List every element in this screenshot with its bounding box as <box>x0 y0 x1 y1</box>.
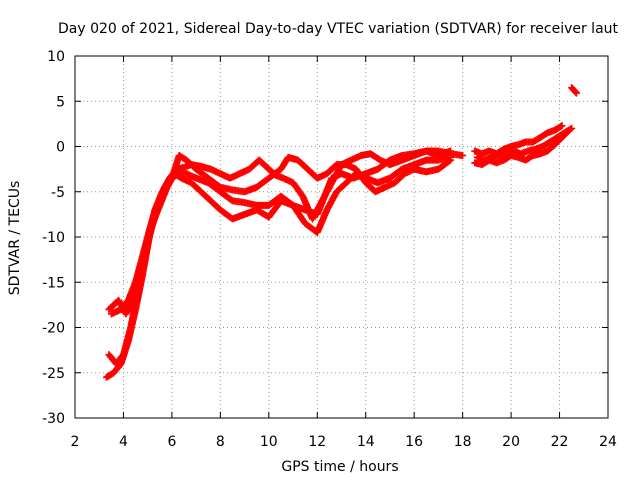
data-point <box>447 156 455 164</box>
grid-lines <box>75 56 608 418</box>
x-tick-label: 8 <box>216 434 225 450</box>
x-tick-label: 12 <box>308 434 326 450</box>
axis-ticks: 2 4 6 8 10 12 14 16 18 20 22 24-30-25-20-15-10-5051… <box>42 49 617 450</box>
x-tick-label: 18 <box>454 434 472 450</box>
x-tick-label: 2 <box>71 434 80 450</box>
y-tick-label: -25 <box>42 366 65 382</box>
y-tick-label: 5 <box>56 94 65 110</box>
data-point <box>459 152 467 160</box>
x-tick-label: 24 <box>599 434 617 450</box>
x-axis-label: GPS time / hours <box>281 459 398 475</box>
x-tick-label: 4 <box>119 434 128 450</box>
y-tick-label: -5 <box>51 185 65 201</box>
x-tick-label: 10 <box>260 434 278 450</box>
data-point <box>573 89 581 97</box>
y-tick-label: -15 <box>42 275 65 291</box>
data-point <box>445 157 453 165</box>
x-tick-label: 14 <box>357 434 375 450</box>
y-axis-label: SDTVAR / TECUs <box>7 181 23 296</box>
x-tick-label: 16 <box>405 434 423 450</box>
x-tick-label: 20 <box>502 434 520 450</box>
y-tick-label: -10 <box>42 230 65 246</box>
y-tick-label: 10 <box>47 49 65 65</box>
data-point <box>558 122 566 130</box>
y-tick-label: -30 <box>42 411 65 427</box>
data-points <box>102 84 581 381</box>
data-point <box>572 88 580 96</box>
chart-title: Day 020 of 2021, Sidereal Day-to-day VTE… <box>58 21 619 37</box>
y-tick-label: -20 <box>42 321 65 337</box>
data-point <box>568 124 576 132</box>
plot-frame <box>74 55 609 419</box>
data-point <box>447 147 455 155</box>
x-tick-label: 6 <box>167 434 176 450</box>
y-tick-label: 0 <box>56 140 65 156</box>
x-tick-label: 22 <box>551 434 569 450</box>
